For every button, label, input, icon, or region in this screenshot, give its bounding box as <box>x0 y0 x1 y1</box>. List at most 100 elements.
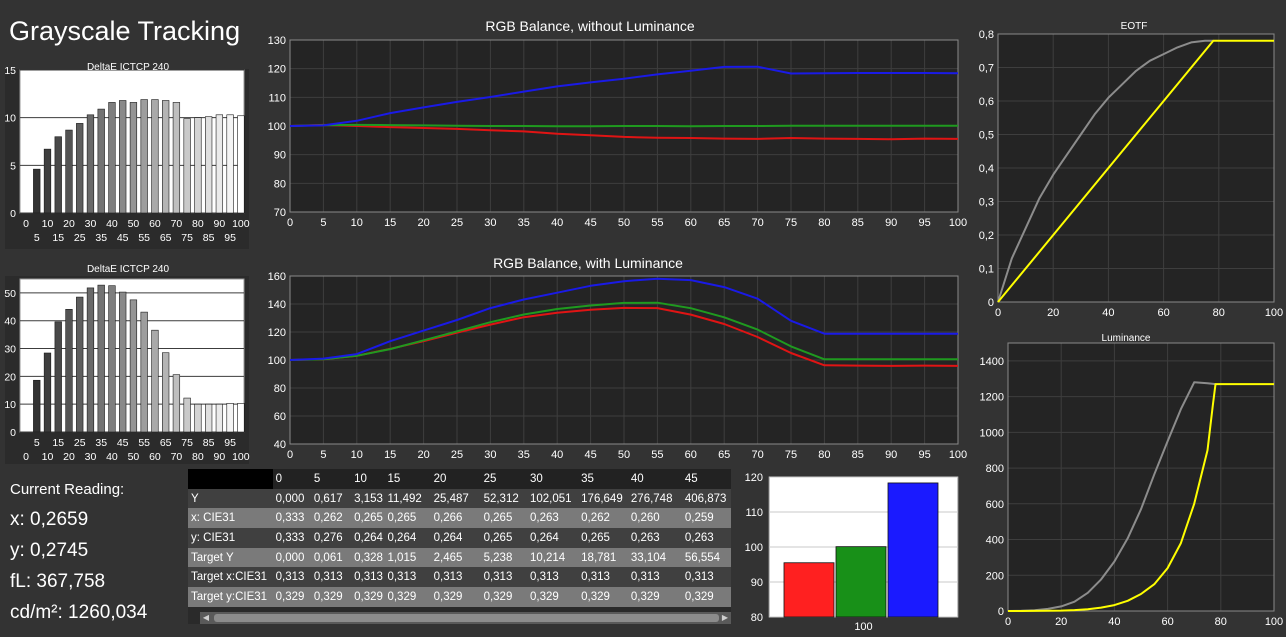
x-tick-label: 20 <box>1055 616 1067 628</box>
x-tick-label: 45 <box>584 217 596 229</box>
x-tick-label: 35 <box>95 232 107 244</box>
x-tick-label: 40 <box>551 449 563 461</box>
y-tick-label: 5 <box>10 160 16 172</box>
x-tick-label: 95 <box>918 217 930 229</box>
table-cell: 0,329 <box>272 587 311 607</box>
column-header: 10 <box>351 469 385 489</box>
y-tick-label: 0,6 <box>979 96 994 108</box>
table-cell: 0,313 <box>480 567 527 588</box>
table-row: Y 0,000 0,617 3,153 11,492 25,487 52,312 102,05… <box>188 488 731 509</box>
table-cell: 0,264 <box>527 528 579 548</box>
table-cell: 0,313 <box>527 567 579 588</box>
bar <box>108 102 116 214</box>
x-tick-label: 100 <box>1265 616 1283 628</box>
bar <box>215 114 224 214</box>
row-header: y: CIE31 <box>188 528 273 548</box>
chart-title: DeltaE ICTCP 240 <box>87 264 170 275</box>
table-cell: 52,312 <box>480 488 527 509</box>
bar <box>43 352 52 433</box>
table-horizontal-scrollbar[interactable]: ◀ ▶ <box>200 612 731 624</box>
column-header: 30 <box>527 469 579 489</box>
y-tick-label: 0,3 <box>979 197 994 209</box>
column-header: 45 <box>681 469 731 489</box>
reading-fl-value: fL: 367,758 <box>10 571 106 592</box>
y-tick-label: 160 <box>268 271 286 283</box>
x-tick-label: 100 <box>232 451 250 463</box>
x-tick-label: 90 <box>214 218 226 230</box>
table-cell: 102,051 <box>527 488 579 509</box>
x-tick-label: 45 <box>117 232 129 244</box>
table-cell: 0,262 <box>310 508 352 529</box>
bar <box>783 562 835 618</box>
x-tick-label: 10 <box>351 449 363 461</box>
x-tick-label: 95 <box>224 232 236 244</box>
x-tick-label: 60 <box>149 218 161 230</box>
plot-area <box>1007 342 1275 612</box>
table-cell: 0,333 <box>272 508 311 529</box>
bar <box>97 284 105 433</box>
series-line-1 <box>1007 381 1216 612</box>
x-tick-label: 50 <box>618 217 630 229</box>
scroll-right-arrow-icon[interactable]: ▶ <box>721 613 729 622</box>
table-cell: 25,487 <box>430 488 481 509</box>
y-tick-label: 90 <box>274 150 286 162</box>
y-tick-label: 100 <box>268 121 286 133</box>
x-tick-label: 70 <box>171 218 183 230</box>
x-tick-label: 80 <box>818 217 830 229</box>
table-cell: 0,260 <box>627 508 682 529</box>
y-tick-label: 0,1 <box>979 264 994 276</box>
x-tick-label: 35 <box>95 437 107 449</box>
chart-title: RGB Balance, with Luminance <box>493 255 683 271</box>
table-row: y: CIE31 0,333 0,276 0,264 0,264 0,264 0,265 0,… <box>188 528 731 548</box>
column-header: 15 <box>384 469 431 489</box>
table-cell: 0,259 <box>681 508 731 529</box>
y-tick-label: 0,4 <box>979 163 994 175</box>
bar <box>43 148 52 214</box>
x-tick-label: 50 <box>128 218 140 230</box>
bar <box>86 287 95 433</box>
bar <box>54 321 62 433</box>
x-tick-label: 40 <box>551 217 563 229</box>
bar100-chart: 80 90 100 110 120 100 <box>745 472 959 633</box>
y-tick-label: 0 <box>988 297 994 309</box>
table-cell: 276,748 <box>627 488 682 509</box>
x-tick-label: 95 <box>224 437 236 449</box>
bar <box>119 291 127 433</box>
table-cell: 0,263 <box>681 528 731 548</box>
scrollbar-thumb[interactable] <box>214 614 719 622</box>
x-tick-label: 0 <box>995 307 1001 319</box>
reading-x-value: x: 0,2659 <box>10 509 89 530</box>
bar <box>172 102 181 214</box>
table-cell: 0,329 <box>430 587 481 607</box>
scroll-left-arrow-icon[interactable]: ◀ <box>202 613 210 622</box>
y-tick-label: 0,5 <box>979 130 994 142</box>
y-tick-label: 140 <box>268 299 286 311</box>
series-line-2 <box>997 39 1274 303</box>
table-cell: 0,264 <box>430 528 481 548</box>
y-tick-label: 100 <box>268 355 286 367</box>
table-cell: 0,313 <box>272 567 311 588</box>
x-tick-label: 85 <box>203 437 215 449</box>
bar <box>129 102 138 214</box>
bar <box>194 117 202 214</box>
y-tick-label: 60 <box>274 411 286 423</box>
y-tick-label: 30 <box>4 344 16 356</box>
x-tick-label: 60 <box>1161 616 1173 628</box>
x-tick-label: 20 <box>1047 307 1059 319</box>
y-tick-label: 0,7 <box>979 63 994 75</box>
x-tick-label: 25 <box>451 449 463 461</box>
x-tick-label: 100 <box>854 621 872 633</box>
current-reading-heading: Current Reading: <box>10 481 125 498</box>
bar <box>194 403 202 433</box>
table-row: Target Y 0,000 0,061 0,328 1,015 2,465 5,238 10… <box>188 547 731 568</box>
row-header: Target y:CIE31 <box>188 587 273 607</box>
table-cell: 0,329 <box>627 587 682 607</box>
x-tick-label: 25 <box>451 217 463 229</box>
x-tick-label: 90 <box>885 217 897 229</box>
rgb2-chart: 40 60 80 100 120 140 160 0 5 10 15 20 25 30 35 40 45 50 55… <box>268 255 968 461</box>
x-tick-label: 65 <box>160 232 172 244</box>
chart-title: DeltaE ICTCP 240 <box>87 62 170 73</box>
x-tick-label: 100 <box>949 449 967 461</box>
x-tick-label: 5 <box>34 232 40 244</box>
bar <box>140 99 148 214</box>
